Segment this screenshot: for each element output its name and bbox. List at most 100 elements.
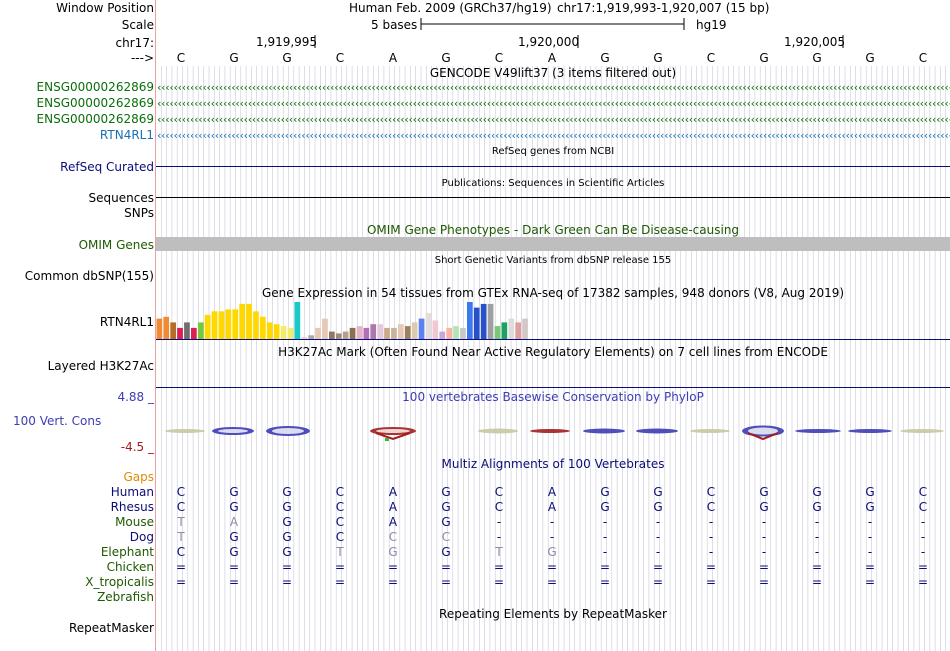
gtex-bar [411,322,418,340]
cons-track-label[interactable]: 100 Vert. Cons [13,414,102,428]
dbsnp-title: Short Genetic Variants from dbSNP releas… [434,255,672,266]
alignment-base: G [441,545,451,559]
alignment-base: - [761,515,767,529]
rtn4rl1-feature[interactable]: ‹‹‹‹‹‹‹‹‹‹‹‹‹‹‹‹‹‹‹‹‹‹‹‹‹‹‹‹‹‹‹‹‹‹‹‹‹‹‹‹… [156,129,950,142]
alignment-base: G [282,500,292,514]
scale-text: 5 bases [371,18,418,32]
refseq-label[interactable]: RefSeq Curated [60,160,154,174]
gtex-bar [301,337,308,339]
alignment-base: = [387,560,399,574]
alignment-base: - [761,530,767,544]
alignment-base: - [655,545,661,559]
gtex-bar [253,311,259,340]
gencode-track-label-3[interactable]: ENSG00000262869 [36,112,154,126]
alignment-base: G [600,500,610,514]
alignment-base: A [388,515,398,529]
species-label[interactable]: X_tropicalis [85,575,154,589]
gtex-bar [322,318,328,339]
phylop-glyph [848,429,892,433]
alignment-base: - [814,515,820,529]
phylop-glyph-inner [748,427,778,435]
species-label[interactable]: Chicken [106,560,154,574]
species-label[interactable]: Rhesus [110,500,154,514]
tick-label-3: 1,920,005 [784,35,846,49]
snps-label[interactable]: SNPs [124,206,154,220]
alignment-base: G [547,545,557,559]
ruler-base: G [600,51,610,65]
alignment-base: C [176,485,186,499]
phylop-glyph [795,429,841,433]
gtex-bar [453,326,459,339]
gencode-feature-1[interactable]: ‹‹‹‹‹‹‹‹‹‹‹‹‹‹‹‹‹‹‹‹‹‹‹‹‹‹‹‹‹‹‹‹‹‹‹‹‹‹‹‹… [156,81,950,94]
alignment-base: - [549,530,555,544]
alignment-base: - [814,530,820,544]
gaps-label[interactable]: Gaps [123,470,154,484]
alignment-base: G [282,530,292,544]
alignment-base: - [867,515,873,529]
alignment-base: - [655,530,661,544]
species-label[interactable]: Human [110,485,154,499]
phylop-small-glyph [385,438,389,441]
alignment-base: = [917,560,929,574]
gtex-title: Gene Expression in 54 tissues from GTEx … [261,286,845,300]
alignment-base: C [388,530,398,544]
alignment-base: - [549,515,555,529]
species-label[interactable]: Elephant [100,545,154,559]
gtex-bar [232,309,239,339]
gtex-baseline [156,339,950,340]
alignment-base: C [494,485,504,499]
gencode-feature-3[interactable]: ‹‹‹‹‹‹‹‹‹‹‹‹‹‹‹‹‹‹‹‹‹‹‹‹‹‹‹‹‹‹‹‹‹‹‹‹‹‹‹‹… [156,113,950,126]
gtex-bar [494,326,501,339]
alignment-base: = [705,560,717,574]
publications-title: Publications: Sequences in Scientific Ar… [441,178,665,189]
alignment-base: - [602,515,608,529]
alignment-base: = [546,560,558,574]
alignment-base: T [336,545,344,559]
species-label[interactable]: Dog [129,530,154,544]
gtex-bar [211,311,218,340]
alignment-base: = [864,575,876,589]
ruler-base: C [494,51,504,65]
gtex-bar [273,324,280,339]
repeatmasker-label[interactable]: RepeatMasker [68,621,154,635]
sequences-label[interactable]: Sequences [88,191,154,205]
alignment-base: A [547,500,557,514]
alignment-base: T [177,530,185,544]
alignment-base: = [546,575,558,589]
alignment-base: G [865,500,875,514]
ruler-base: C [176,51,186,65]
alignment-base: = [493,575,505,589]
alignment-base: = [228,575,240,589]
gencode-track-label-2[interactable]: ENSG00000262869 [36,96,154,110]
species-label[interactable]: Mouse [115,515,154,529]
gencode-track-label-1[interactable]: ENSG00000262869 [36,80,154,94]
gtex-bar [501,322,508,340]
species-label[interactable]: Zebrafish [97,590,154,604]
gencode-title[interactable]: GENCODE V49lift37 (3 items filtered out) [429,66,677,80]
gtex-bar [294,302,301,339]
alignment-base: - [708,515,714,529]
gtex-bar [342,331,349,339]
phylop-glyph-inner [376,429,410,433]
alignment-base: = [281,560,293,574]
alignment-base: = [758,575,770,589]
alignment-base: C [706,485,716,499]
scale-db: hg19 [696,18,727,32]
omim-genes-label[interactable]: OMIM Genes [78,238,154,252]
alignment-base: C [335,515,345,529]
alignment-base: - [496,530,502,544]
alignment-base: = [864,560,876,574]
layered-h3k27ac-label[interactable]: Layered H3K27Ac [47,359,154,373]
gtex-bar [349,327,356,339]
alignment-base: G [282,545,292,559]
omim-feature-bar[interactable] [156,237,950,251]
common-dbsnp-label[interactable]: Common dbSNP(155) [24,269,154,283]
rtn4rl1-track-label[interactable]: RTN4RL1 [99,128,154,142]
gtex-gene-label[interactable]: RTN4RL1 [99,315,154,329]
gtex-bar [522,318,528,339]
gencode-feature-2[interactable]: ‹‹‹‹‹‹‹‹‹‹‹‹‹‹‹‹‹‹‹‹‹‹‹‹‹‹‹‹‹‹‹‹‹‹‹‹‹‹‹‹… [156,97,950,110]
phylop-negative-glyph [747,432,779,441]
alignment-base: G [812,485,822,499]
gtex-bar [204,314,211,339]
